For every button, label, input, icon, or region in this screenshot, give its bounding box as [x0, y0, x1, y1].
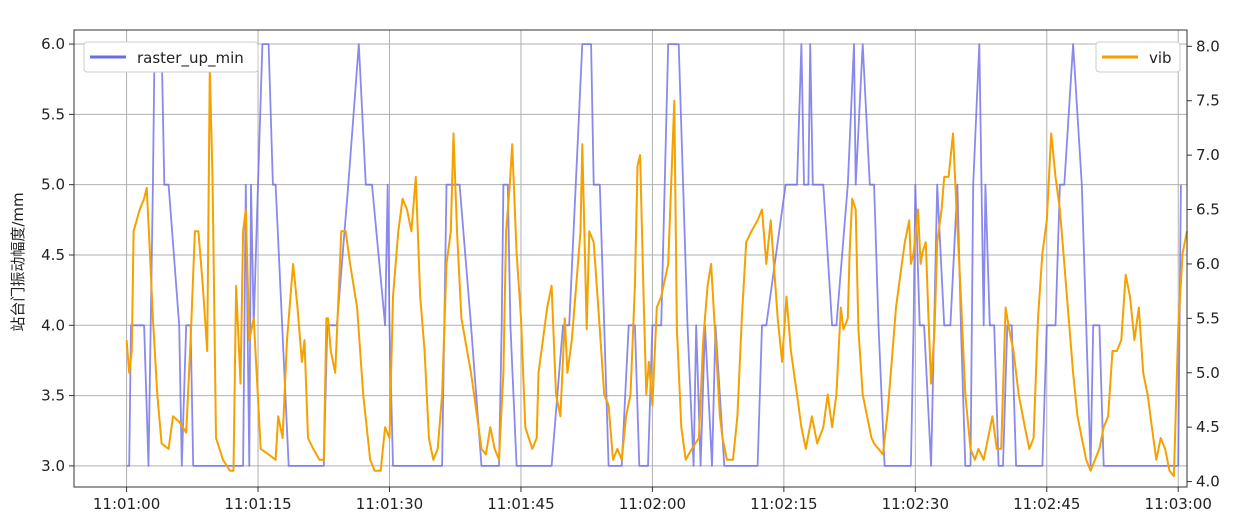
y-right-tick-label: 5.0 — [1196, 364, 1220, 382]
y-left-tick-label: 5.0 — [41, 176, 65, 194]
y-right-tick-label: 6.5 — [1196, 201, 1220, 219]
plot-background — [74, 30, 1187, 487]
y-left-tick-label: 6.0 — [41, 35, 65, 53]
y-right-tick-label: 5.5 — [1196, 309, 1220, 327]
y-right-tick-label: 7.5 — [1196, 92, 1220, 110]
x-tick-label: 11:01:30 — [356, 495, 423, 513]
x-tick-label: 11:03:00 — [1145, 495, 1212, 513]
legend-label-raster-up-min: raster_up_min — [137, 49, 244, 68]
y-left-tick-label: 4.5 — [41, 246, 65, 264]
y-left-tick-label: 5.5 — [41, 105, 65, 123]
x-tick-label: 11:01:45 — [487, 495, 554, 513]
y-left-tick-label: 3.5 — [41, 387, 65, 405]
y-right-tick-label: 7.0 — [1196, 146, 1220, 164]
y-right-tick-label: 8.0 — [1196, 37, 1220, 55]
x-tick-label: 11:01:15 — [224, 495, 291, 513]
legend-raster-up-min: raster_up_min — [83, 41, 259, 73]
x-tick-label: 11:02:30 — [882, 495, 949, 513]
y-right-tick-label: 4.5 — [1196, 418, 1220, 436]
x-tick-label: 11:02:15 — [750, 495, 817, 513]
y-axis-title-left: 站台门振动幅度/mm — [9, 192, 27, 331]
series-lines — [125, 43, 1188, 478]
y-left-tick-label: 3.0 — [41, 457, 65, 475]
series-line-vib — [125, 67, 1188, 478]
axes: 11:01:00 11:01:15 11:01:30 11:01:45 11:02:00… — [41, 29, 1220, 513]
y-left-tick-label: 4.0 — [41, 316, 65, 334]
plot-border — [73, 29, 1188, 488]
x-tick-label: 11:02:45 — [1013, 495, 1080, 513]
legend-box-left — [83, 41, 259, 73]
x-tick-label: 11:01:00 — [93, 495, 160, 513]
series-line-raster-up-min — [126, 43, 1182, 467]
legend-label-vib: vib — [1149, 49, 1172, 67]
plot-area — [74, 30, 1187, 487]
y-right-tick-label: 4.0 — [1196, 473, 1220, 491]
y-right-tick-label: 6.0 — [1196, 255, 1220, 273]
x-tick-label: 11:02:00 — [619, 495, 686, 513]
legend-vib: vib — [1095, 41, 1181, 73]
